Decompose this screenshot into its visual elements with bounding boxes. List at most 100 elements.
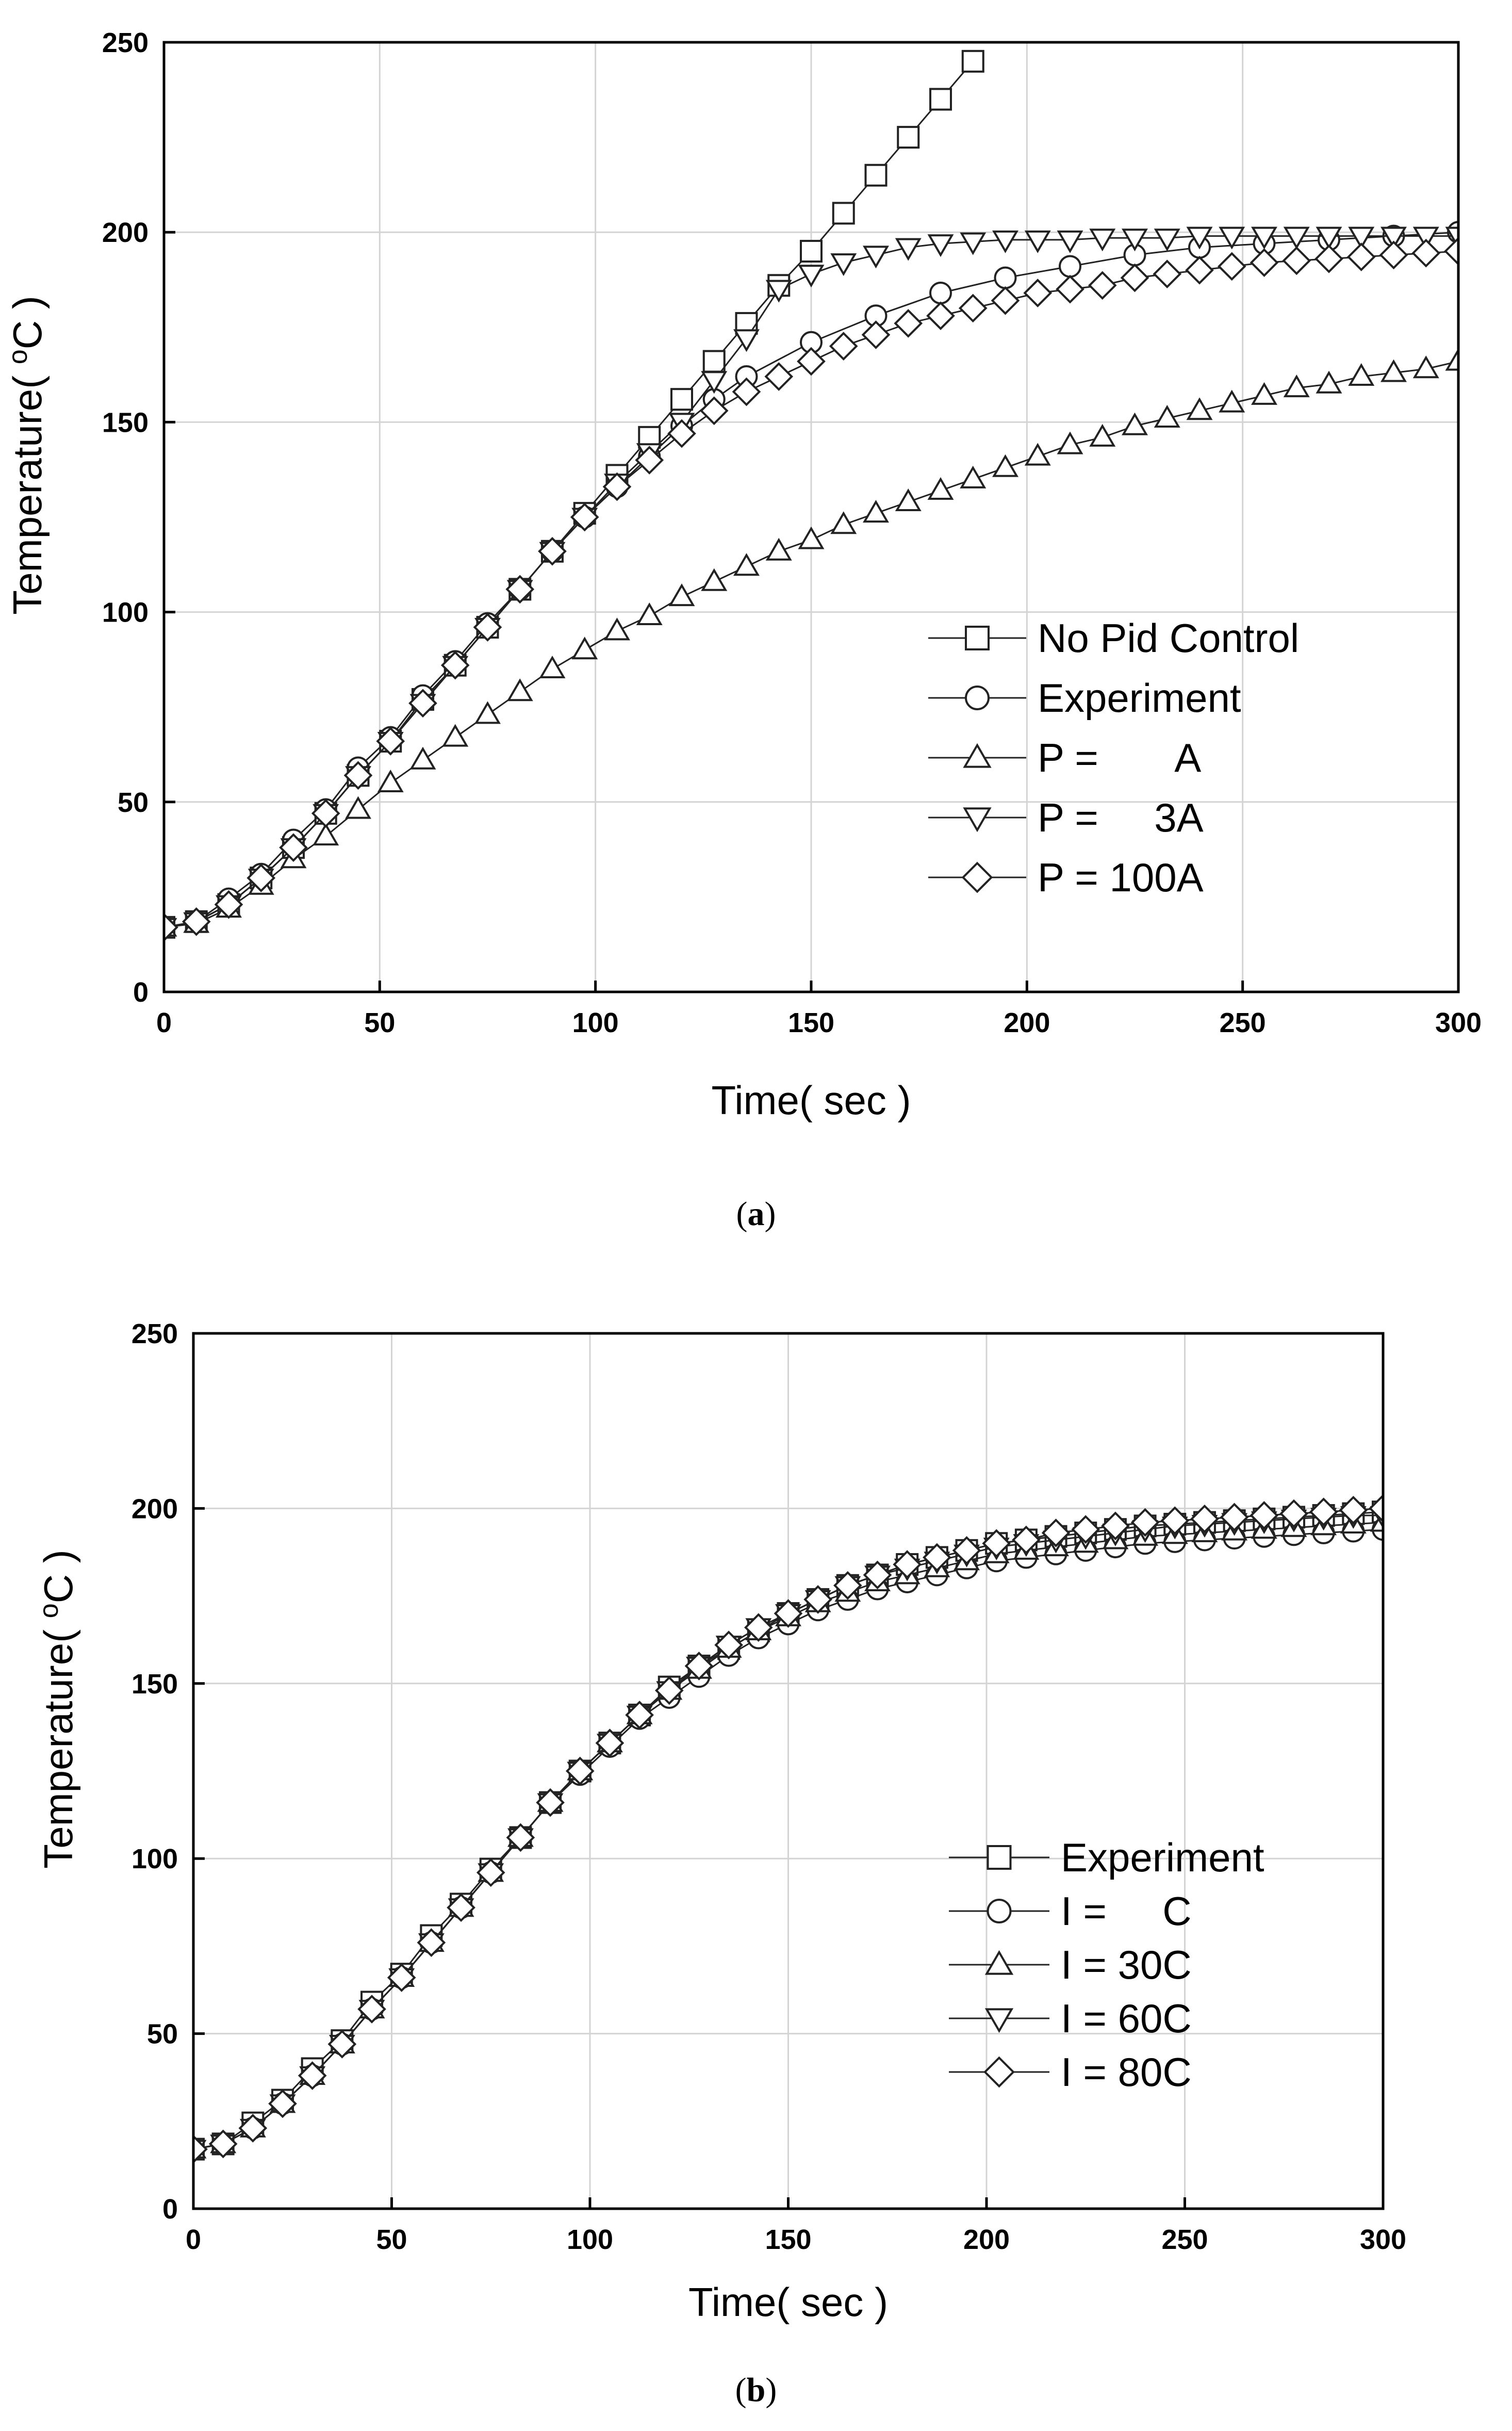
data-point [1445,348,1458,371]
legend-entry: I = C [949,1888,1192,1934]
data-point [536,1788,565,1817]
x-tick-label: 0 [186,2224,201,2255]
data-point [982,1529,1011,1558]
data-point [1122,229,1148,252]
data-point [861,320,891,349]
legend-marker [984,2008,1014,2033]
legend-label: P = 3A [1038,795,1204,840]
x-tick-label: 200 [963,2224,1010,2255]
data-point [1057,230,1083,253]
data-point [539,656,566,679]
data-point [833,1571,862,1600]
data-point [1283,226,1310,250]
data-point [765,537,792,561]
legend-label: Experiment [1061,1835,1264,1880]
data-point [538,536,567,566]
data-point [1282,246,1311,275]
x-tick-label: 150 [788,1007,834,1038]
data-point [929,88,952,111]
data-point [732,377,761,406]
y-axis-label-tail: C ) [5,296,50,349]
y-axis-label-sup: o [3,349,33,364]
data-point [701,568,728,591]
data-point [387,1963,416,1992]
y-tick-label: 150 [132,1669,178,1700]
data-point [268,2089,297,2118]
legend-marker [963,743,992,768]
data-point [654,1676,684,1705]
data-point [830,253,857,276]
data-point [1380,359,1407,382]
legend-marker [963,807,992,833]
x-tick-label: 250 [1161,2224,1208,2255]
data-point [803,1585,833,1614]
data-point [1412,355,1439,379]
data-point [327,2030,357,2059]
data-point [714,1630,743,1659]
data-point [1041,1519,1071,1547]
legend-marker [965,686,990,710]
data-point [182,907,211,936]
series-diamond [193,1494,1383,2164]
caption-close: ) [765,2371,777,2409]
data-point [1024,230,1051,253]
data-point [798,265,825,288]
y-tick-label: 200 [102,217,149,248]
y-tick-label: 100 [102,597,149,628]
data-point [208,2129,238,2159]
x-axis-label: Time( sec ) [711,1078,911,1123]
data-point [1251,382,1277,405]
data-point [670,388,693,411]
data-point [246,863,276,892]
data-point [345,796,371,819]
legend-entry: Experiment [928,675,1241,721]
legend-entry: I = 80C [949,2049,1192,2095]
data-point [774,1599,803,1628]
data-point [1250,248,1279,277]
data-point [298,2061,327,2090]
data-point [897,126,920,149]
series-diamond [164,237,1458,942]
data-point [417,1928,446,1957]
data-point [440,650,470,680]
data-point [929,282,952,305]
data-point [376,727,405,756]
data-point [1154,405,1180,428]
data-point [991,286,1020,315]
legend-label: I = C [1061,1888,1192,1934]
legend-label: I = 60C [1061,1996,1192,2041]
data-point [960,465,987,488]
data-point [1153,259,1182,289]
data-point [893,1550,922,1579]
data-point [1314,244,1343,273]
data-point [442,724,469,747]
data-point [699,396,729,426]
data-point [1348,363,1375,386]
legend-entry: No Pid Control [928,615,1299,661]
data-point [1220,1503,1249,1532]
data-point [1316,370,1342,394]
x-tick-label: 50 [376,2224,407,2255]
legend-entry: P = 100A [928,855,1204,900]
x-tick-label: 300 [1435,1007,1482,1038]
data-point [565,1756,595,1786]
data-point [1088,271,1117,300]
data-point [1219,226,1245,250]
data-point [595,1728,624,1758]
data-point [1346,242,1376,271]
data-point [238,2114,268,2143]
data-point [1071,1515,1100,1544]
legend-marker [987,1899,1012,1923]
data-point [447,1893,475,1922]
data-point [926,301,955,331]
data-point [1348,226,1375,250]
data-point [1339,1495,1368,1525]
data-point [1059,255,1081,278]
data-point [798,526,825,549]
data-point [765,280,792,303]
y-tick-label: 0 [162,2194,178,2225]
y-tick-label: 150 [102,407,149,438]
y-tick-label: 50 [147,2019,178,2050]
data-point [193,2134,208,2164]
panel-caption: (b) [735,2371,777,2409]
